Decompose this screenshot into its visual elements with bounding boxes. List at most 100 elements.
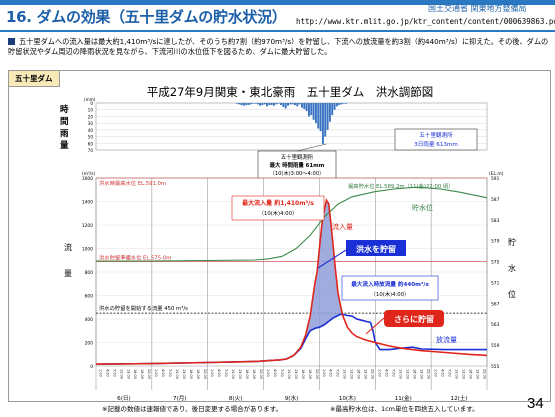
flow-right-tick: 575: [491, 260, 500, 266]
rain-bar: [307, 103, 310, 117]
hour-label: 16:00: [301, 369, 305, 379]
rain-tick-label: 50: [88, 135, 94, 140]
flow-left-tick: 200: [85, 341, 94, 347]
rain-max-value: 最大 時間雨量 61mm: [270, 161, 325, 169]
hour-label: 1:00: [98, 369, 102, 377]
rain-bar: [291, 103, 294, 105]
page-number: 34: [527, 395, 544, 412]
hour-label: 19:00: [364, 369, 368, 379]
hour-label: 22:00: [482, 369, 486, 379]
rain-tick-label: 20: [88, 114, 94, 119]
hour-label: 7:00: [224, 369, 228, 377]
rain-axis-label-char: 雨: [60, 129, 69, 139]
rain-max-box: [257, 150, 337, 180]
rain-bar: [252, 103, 255, 104]
more-storage-label: さらに貯留: [394, 314, 434, 324]
flow-right-tick: 563: [491, 322, 500, 328]
hour-label: 10:00: [231, 369, 235, 379]
rain-bar: [247, 103, 250, 106]
rain-bar: [249, 103, 252, 105]
flow-left-label-char: 量: [64, 269, 72, 278]
rain-tick-label: 10: [88, 108, 94, 113]
flow-left-tick: 1200: [82, 223, 93, 229]
rain-total-value: 3日雨量 613mm: [414, 141, 458, 148]
flow-left-unit: (m³/s): [82, 171, 96, 177]
rain-total-box: [394, 128, 478, 151]
hour-label: 1:00: [266, 369, 270, 377]
hour-label: 4:00: [440, 369, 444, 377]
source-url[interactable]: http://www.ktr.mlit.go.jp/ktr_content/co…: [296, 17, 555, 26]
hour-label: 10:00: [343, 369, 347, 379]
flow-right-label-char: 水: [508, 263, 516, 273]
hour-label: 10:00: [287, 369, 291, 379]
hour-label: 16:00: [133, 369, 137, 379]
flow-left-label-char: 流: [64, 242, 72, 252]
hour-label: 22:00: [147, 369, 151, 379]
rain-tick-label: 70: [88, 148, 94, 153]
flow-right-tick: 583: [491, 218, 500, 224]
rain-bar: [287, 103, 289, 106]
flow-left-tick: 600: [85, 294, 94, 300]
flow-chart: 0 200 400 600 800 1000 1200 1400 1600 555 559 563 56…: [64, 171, 516, 402]
hour-label: 19:00: [196, 369, 200, 379]
footnote-left: ※記載の数値は速報値であり、後日変更する場合があります。: [102, 405, 282, 413]
rain-max-leader: [296, 143, 327, 152]
rain-bar: [268, 103, 271, 106]
day-label: 6(日): [117, 395, 131, 402]
more-storage-box: [384, 310, 444, 327]
rain-tick-label: 0: [90, 101, 93, 106]
rain-bar: [245, 103, 248, 106]
rain-bar: [235, 103, 238, 104]
hour-label: 1:00: [433, 369, 437, 377]
flow-left-tick: 400: [85, 317, 94, 323]
hour-label: 7:00: [112, 369, 116, 377]
rain-bar: [259, 103, 262, 106]
hour-label: 16:00: [357, 369, 361, 379]
hour-label: 1:00: [378, 369, 382, 377]
hour-label: 22:00: [259, 369, 263, 379]
rain-bar: [338, 103, 341, 106]
level-series-label: 貯水位: [412, 203, 433, 212]
storage-callout-box: [346, 240, 406, 256]
rain-bar: [345, 103, 348, 104]
footnote-right: ※最高貯水位は、1cm単位を四捨五入しています。: [330, 405, 479, 413]
hour-label: 13:00: [461, 369, 465, 379]
rain-axis-label-char: 間: [60, 117, 69, 127]
hour-label: 22:00: [315, 369, 319, 379]
hour-label: 22:00: [203, 369, 207, 379]
hour-label: 13:00: [406, 369, 410, 379]
rain-bar: [277, 103, 280, 104]
hour-label: 16:00: [468, 369, 472, 379]
summary-body: 五十里ダムへの流入量は最大約1,410m³/sに達したが、そのうち約7割（約97…: [8, 37, 549, 56]
page-title: 16. ダムの効果（五十里ダムの貯水状況）: [6, 8, 287, 26]
max-inflow-label: 最大流入量 約1,410m³/s: [242, 199, 314, 207]
rain-bar: [303, 103, 306, 110]
hour-label: 16:00: [245, 369, 249, 379]
rain-bar: [240, 103, 243, 106]
hour-label: 7:00: [336, 369, 340, 377]
rain-bar: [335, 103, 338, 107]
storage-callout-arrow: [317, 249, 347, 269]
rain-axis-label-char: 時: [60, 104, 69, 115]
flow-right-label-char: 位: [508, 289, 516, 299]
hour-label: 22:00: [371, 369, 375, 379]
rain-bar: [282, 103, 285, 108]
rain-bar: [331, 103, 334, 116]
hour-label: 13:00: [350, 369, 354, 379]
rain-tick-label: 40: [88, 128, 94, 133]
day-label: 12(土): [451, 394, 468, 402]
flow-right-label-char: 貯: [508, 237, 516, 247]
rain-bar: [294, 103, 296, 106]
flow-right-tick: 555: [491, 364, 500, 370]
rain-tick-label: 30: [88, 121, 94, 126]
hour-label: 4:00: [385, 369, 389, 377]
more-storage-arrow: [365, 317, 385, 335]
rain-bar: [273, 103, 276, 106]
rain-bar: [238, 103, 241, 105]
rain-bar: [296, 103, 299, 107]
hour-label: 7:00: [392, 369, 396, 377]
rain-max-station: 五十里観測所: [281, 153, 314, 161]
rain-bar: [275, 103, 278, 105]
